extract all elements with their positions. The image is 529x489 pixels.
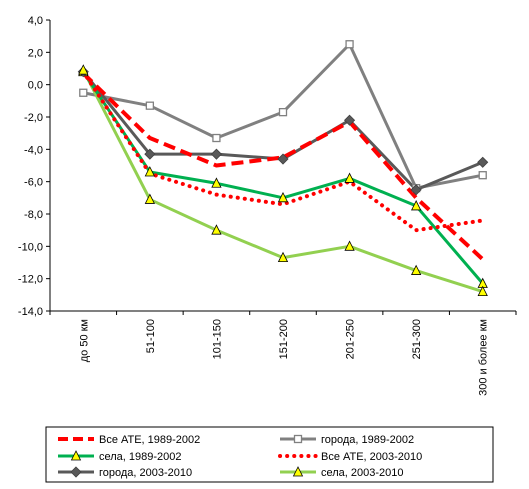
legend-marker-5 (292, 466, 304, 477)
x-tick-label: 151-200 (278, 319, 290, 359)
legend-marker-2 (70, 450, 82, 461)
series-2-point (277, 191, 289, 203)
series-4-point (410, 184, 422, 196)
series-2-point (410, 200, 422, 211)
x-tick-label: 201-250 (345, 319, 357, 359)
y-tick-label: -14,0 (18, 306, 43, 318)
axes (49, 20, 516, 312)
y-tick-label: 2,0 (28, 47, 43, 59)
legend-label-3: Все АТЕ, 2003-2010 (321, 451, 422, 463)
legend-marker-4 (70, 466, 82, 478)
x-tick-label: 51-100 (145, 319, 157, 353)
series-4-point (477, 156, 489, 168)
y-tick-label: -6,0 (24, 177, 43, 189)
series-2-point (144, 166, 156, 177)
series-1-point (478, 171, 487, 180)
series-1-point (345, 40, 354, 49)
series-4-point (344, 114, 356, 126)
series-5-point (477, 285, 488, 297)
y-tick-label: -12,0 (18, 274, 43, 286)
series-4-point (277, 153, 289, 165)
series-5-point (410, 264, 422, 275)
series-5-point (277, 251, 289, 263)
x-axis-ticks: до 50 км 51-100 101-150 151-200 201-250 251-3… (49, 311, 517, 396)
series-markers (77, 40, 489, 297)
series-5-point (78, 64, 89, 75)
series-2-point (211, 177, 222, 188)
x-tick-label: до 50 км (78, 319, 90, 362)
legend-label-4: города, 2003-2010 (99, 467, 192, 479)
y-tick-label: -2,0 (24, 112, 43, 124)
series-line-0 (81, 71, 485, 261)
y-tick-label: 4,0 (28, 15, 43, 27)
series-5-point (211, 224, 222, 235)
legend-marker-1 (293, 434, 303, 444)
series-2-point (344, 172, 355, 183)
series-5-point (144, 193, 156, 204)
x-tick-label: 101-150 (211, 319, 223, 359)
y-tick-label: 0,0 (28, 80, 43, 92)
series-1-point (145, 101, 155, 110)
legend-label-0: Все АТЕ, 1989-2002 (99, 434, 200, 446)
y-tick-label: -10,0 (18, 241, 43, 253)
y-tick-label: -4,0 (24, 144, 43, 156)
y-tick-label: -8,0 (24, 209, 43, 221)
legend: Все АТЕ, 1989-2002 города, 1989-2002 села,… (45, 426, 494, 483)
y-axis-ticks: 4,0 2,0 0,0 -2,0 -4,0 -6,0 -8,0 -10,0 -12,0 -14,0 (18, 15, 50, 318)
series-1-point (79, 88, 88, 97)
series-1-point (212, 133, 221, 143)
series-5-point (344, 240, 355, 251)
legend-box (45, 426, 494, 483)
series-4-point (144, 148, 156, 160)
legend-label-2: села, 1989-2002 (99, 451, 182, 463)
series-4-point (210, 148, 222, 160)
series-1-point (278, 108, 288, 117)
legend-label-5: села, 2003-2010 (321, 467, 404, 479)
x-tick-label: 251-300 (411, 319, 423, 359)
x-tick-label: 300 и более км (478, 319, 490, 396)
legend-label-1: города, 1989-2002 (321, 434, 414, 446)
